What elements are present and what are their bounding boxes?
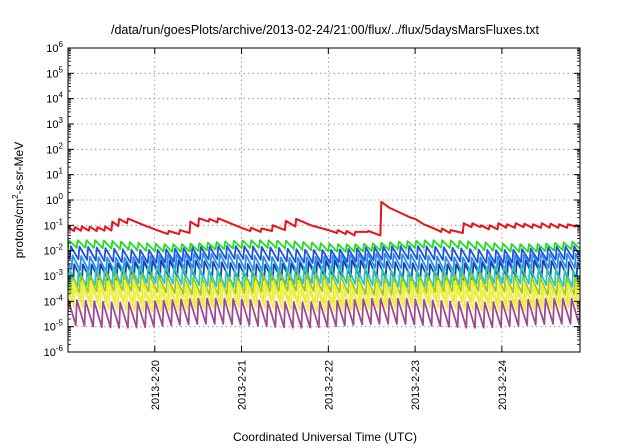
y-tick-label: 10-1 — [44, 217, 64, 232]
x-tick-label: 2013-2-24 — [497, 360, 509, 410]
y-axis-label-rest: -s-sr-MeV — [12, 142, 26, 195]
y-tick-label: 104 — [46, 91, 63, 106]
series-line-10 — [68, 297, 580, 329]
series-line-6 — [68, 265, 580, 288]
y-tick-label: 103 — [46, 116, 63, 131]
series-line-3 — [68, 245, 580, 264]
x-axis-ticks: 2013-2-20 2013-2-21 2013-2-22 2013-2-23 2013… — [150, 48, 509, 410]
x-tick-label: 2013-2-21 — [237, 360, 249, 410]
chart-title: /data/run/goesPlots/archive/2013-02-24/2… — [111, 23, 540, 37]
y-tick-label: 10-4 — [44, 293, 64, 308]
y-tick-label: 10-2 — [44, 243, 64, 258]
y-tick-label: 100 — [46, 192, 63, 207]
series-line-2 — [68, 239, 580, 253]
series-line-1 — [68, 200, 580, 237]
series-line-7 — [68, 273, 580, 296]
x-tick-label: 2013-2-23 — [410, 360, 422, 410]
y-axis-ticks: 10-6 10-5 10-4 10-3 10-2 10-1 100 101 102 103 104 1… — [44, 40, 580, 359]
y-tick-label: 106 — [46, 40, 63, 55]
y-tick-label: 10-3 — [44, 268, 64, 283]
x-tick-label: 2013-2-22 — [323, 360, 335, 410]
y-tick-label: 10-5 — [44, 319, 64, 334]
plot-area — [68, 200, 580, 329]
y-axis-label-sup: 2 — [11, 194, 20, 199]
series-line-8 — [68, 279, 580, 306]
y-axis-label-main: protons/cm — [12, 199, 26, 258]
y-tick-label: 102 — [46, 141, 63, 156]
series-line-9 — [68, 286, 580, 312]
y-tick-label: 101 — [46, 167, 63, 182]
y-tick-label: 10-6 — [44, 344, 64, 359]
x-axis-label: Coordinated Universal Time (UTC) — [233, 430, 417, 444]
x-tick-label: 2013-2-20 — [150, 360, 162, 410]
y-tick-label: 105 — [46, 65, 63, 80]
y-axis-label: protons/cm2-s-sr-MeV — [11, 142, 26, 258]
series-line-4 — [68, 252, 580, 273]
